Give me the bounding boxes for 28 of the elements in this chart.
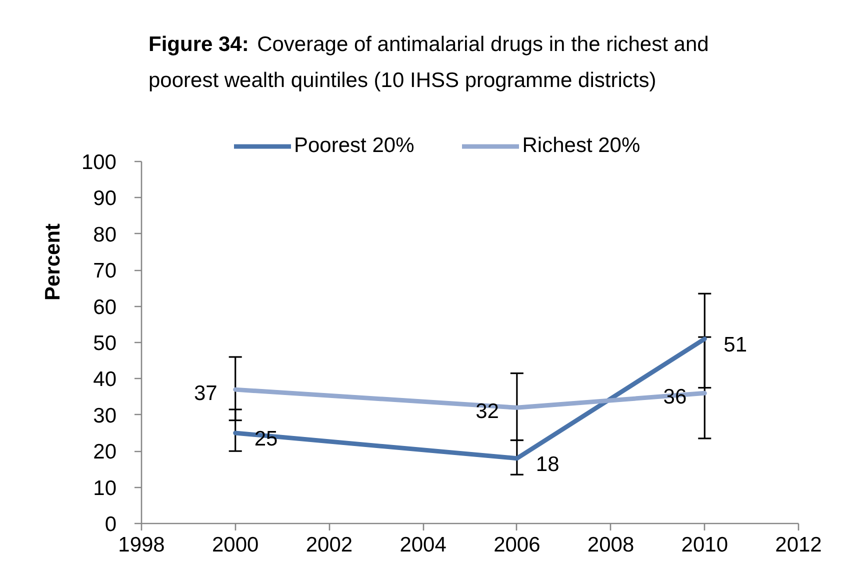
x-tick-label: 2000 [212,534,259,556]
y-axis-title: Percent [41,223,64,301]
legend-label: Richest 20% [522,134,640,158]
y-tick-label: 60 [93,296,116,319]
data-label: 36 [663,386,687,409]
x-tick-label: 2004 [400,534,447,556]
data-label: 51 [724,333,747,356]
x-tick-label: 1998 [118,534,165,556]
y-tick-label: 50 [93,332,116,355]
chart-title: Figure 34: Coverage of antimalarial drugs in the richest and poorest wealth quintiles (10 IHSS programme districts) [148,33,709,92]
y-tick-label: 40 [93,368,116,392]
y-tick-label: 70 [93,260,116,283]
legend-label: Poorest 20% [294,134,414,158]
x-tick-label: 2012 [775,534,822,556]
y-tick-label: 30 [93,404,116,428]
y-tick-label: 0 [104,513,117,536]
data-label: 18 [536,452,560,476]
y-tick-label: 20 [93,440,116,464]
data-label: 32 [476,400,499,424]
y-tick-label: 90 [93,187,116,210]
data-label: 37 [194,382,218,406]
x-tick-label: 2002 [306,534,353,556]
x-tick-label: 2008 [587,534,634,556]
y-tick-label: 100 [81,151,117,174]
y-tick-label: 80 [93,223,116,246]
x-tick-label: 2010 [681,534,728,556]
y-tick-label: 10 [93,476,116,500]
x-tick-label: 2006 [494,534,540,556]
